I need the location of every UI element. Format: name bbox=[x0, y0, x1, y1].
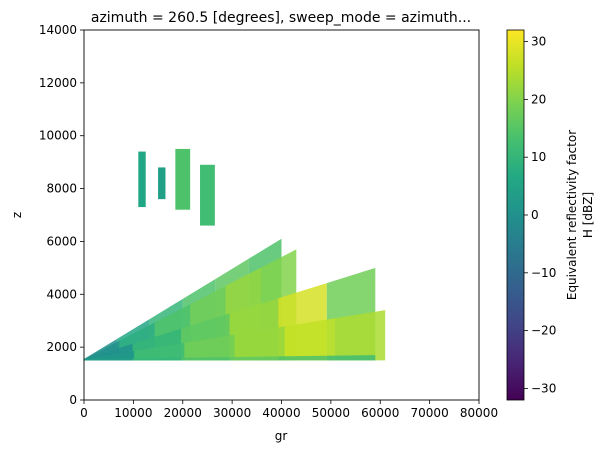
sweep-3-segment-1 bbox=[134, 342, 185, 361]
x-tick-label-2: 20000 bbox=[164, 406, 202, 420]
x-axis-label: gr bbox=[275, 429, 288, 443]
x-tick-label-3: 30000 bbox=[213, 406, 251, 420]
y-axis-label: z bbox=[10, 212, 24, 218]
y-tick-label-6: 12000 bbox=[39, 76, 77, 90]
upper-cell-0 bbox=[138, 151, 146, 208]
y-axis-ticks: 0 2000 4000 6000 8000 10000 12000 14000 bbox=[39, 23, 84, 407]
x-tick-label-5: 50000 bbox=[312, 406, 350, 420]
colorbar-tick-label-3: 0 bbox=[531, 208, 539, 222]
sweep-3-segment-0 bbox=[84, 350, 135, 361]
y-tick-label-7: 14000 bbox=[39, 23, 77, 37]
sweep-3-segment-2 bbox=[184, 334, 235, 361]
y-tick-label-4: 8000 bbox=[46, 182, 77, 196]
sweep-4-segment-3 bbox=[229, 356, 279, 361]
x-tick-label-6: 60000 bbox=[361, 406, 399, 420]
sweep-4-segment-4 bbox=[278, 355, 327, 361]
sweep-3-segment-3 bbox=[234, 326, 285, 361]
colorbar-tick-label-2: −10 bbox=[531, 266, 556, 280]
x-tick-label-0: 0 bbox=[80, 406, 88, 420]
colorbar-label-line1: Equivalent reflectivity factor bbox=[565, 130, 579, 300]
sweep-4-segment-2 bbox=[181, 357, 230, 361]
y-tick-label-0: 0 bbox=[69, 393, 77, 407]
y-tick-label-5: 10000 bbox=[39, 129, 77, 143]
upper-cell-3 bbox=[200, 164, 215, 226]
upper-cell-2 bbox=[175, 148, 191, 210]
plot-data-layer bbox=[84, 148, 386, 361]
colorbar-label-line2: H [dBZ] bbox=[581, 192, 595, 238]
sweep-3-segment-4 bbox=[284, 318, 335, 361]
x-tick-label-1: 10000 bbox=[114, 406, 152, 420]
y-tick-label-1: 2000 bbox=[46, 340, 77, 354]
colorbar-tick-label-1: −20 bbox=[531, 324, 556, 338]
colorbar-tick-label-6: 30 bbox=[531, 35, 546, 49]
upper-cell-1 bbox=[158, 167, 166, 200]
sweep-4-segment-1 bbox=[132, 357, 182, 361]
sweep-4-segment-0 bbox=[84, 358, 133, 361]
x-axis-ticks: 0 10000 20000 30000 40000 50000 60000 70000 8000… bbox=[80, 400, 498, 420]
chart-title: azimuth = 260.5 [degrees], sweep_mode = … bbox=[91, 10, 471, 26]
colorbar-ticks: −30 −20 −10 0 10 20 30 bbox=[524, 35, 556, 395]
colorbar-tick-label-0: −30 bbox=[531, 381, 556, 395]
colorbar-tick-label-4: 10 bbox=[531, 150, 546, 164]
sweep-3-segment-5 bbox=[335, 310, 386, 361]
y-tick-label-2: 4000 bbox=[46, 287, 77, 301]
colorbar bbox=[506, 29, 525, 401]
y-tick-label-3: 6000 bbox=[46, 234, 77, 248]
colorbar-tick-label-5: 20 bbox=[531, 92, 546, 106]
x-tick-label-8: 80000 bbox=[460, 406, 498, 420]
x-tick-label-7: 70000 bbox=[411, 406, 449, 420]
x-tick-label-4: 40000 bbox=[262, 406, 300, 420]
sweep-4-segment-5 bbox=[326, 355, 376, 361]
